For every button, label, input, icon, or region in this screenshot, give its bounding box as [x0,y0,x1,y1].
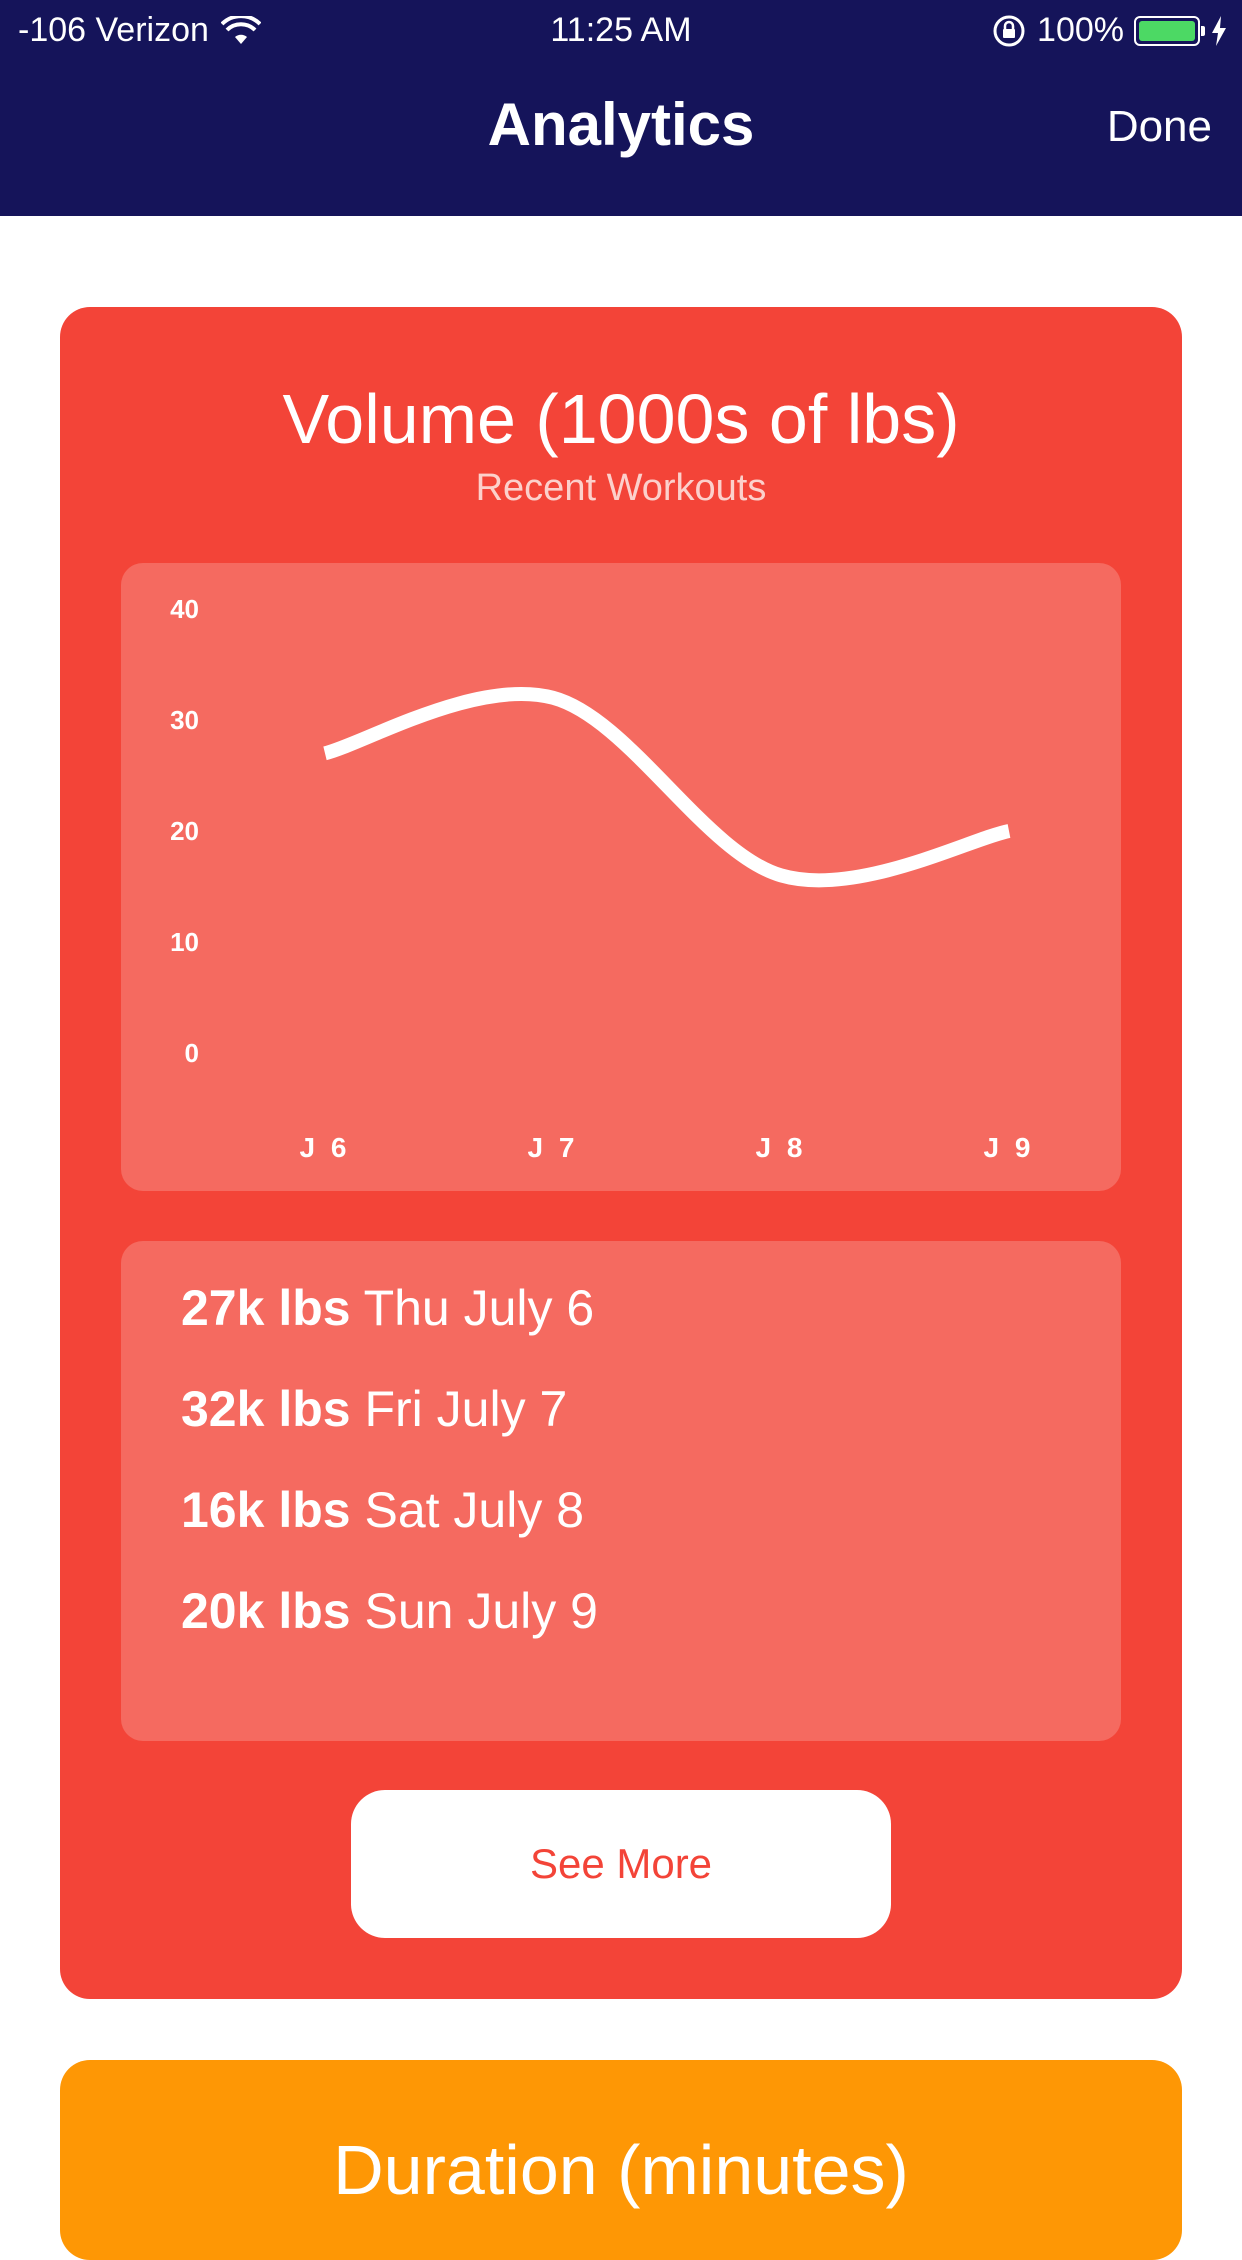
status-bar: -106 Verizon 11:25 AM 100% [0,0,1242,62]
battery-icon [1134,15,1205,46]
series-line [323,686,1011,888]
wifi-icon [220,15,261,44]
x-tick-label: J 8 [756,1132,807,1163]
entry-amount: 20k lbs [181,1583,351,1639]
y-tick-label: 30 [170,705,199,735]
entry-date: Sat July 8 [364,1482,585,1538]
y-tick-label: 10 [170,927,199,957]
done-button[interactable]: Done [1106,102,1212,151]
list-item: 20k lbs Sun July 9 [181,1582,598,1640]
y-tick-label: 0 [185,1038,199,1068]
x-tick-label: J 6 [300,1132,351,1163]
y-tick-label: 40 [170,594,199,624]
entry-amount: 32k lbs [181,1381,351,1437]
x-tick-label: J 7 [528,1132,579,1163]
list-item: 32k lbs Fri July 7 [181,1380,567,1438]
navigation-bar: Analytics Done [0,62,1242,216]
charging-bolt-icon [1212,15,1226,46]
volume-card: Volume (1000s of lbs) Recent Workouts 0 1… [60,307,1182,1999]
entry-amount: 27k lbs [181,1280,351,1336]
volume-chart: 0 10 20 30 40 J 6 J 7 J 8 J 9 [121,563,1121,1191]
clock: 11:25 AM [550,11,692,49]
duration-card-title: Duration (minutes) [333,2131,909,2209]
carrier-signal: -106 Verizon [18,11,261,50]
x-tick-label: J 9 [984,1132,1035,1163]
page-title: Analytics [487,91,755,158]
volume-card-title: Volume (1000s of lbs) [282,380,960,458]
y-tick-label: 20 [170,816,199,846]
list-item: 16k lbs Sat July 8 [181,1481,584,1539]
entry-date: Fri July 7 [364,1381,568,1437]
volume-chart-svg: 0 10 20 30 40 J 6 J 7 J 8 J 9 [170,594,1035,1163]
status-right: 100% [991,11,1228,50]
carrier-label: -106 Verizon [18,11,209,49]
battery-percent: 100% [1037,11,1124,49]
see-more-button[interactable]: See More [351,1790,891,1938]
volume-card-subtitle: Recent Workouts [475,467,767,509]
orientation-lock-icon [993,15,1025,46]
entry-date: Thu July 6 [363,1280,595,1336]
duration-card: Duration (minutes) [60,2060,1182,2260]
list-item: 27k lbs Thu July 6 [181,1279,594,1337]
entry-amount: 16k lbs [181,1482,351,1538]
volume-entries-list: 27k lbs Thu July 6 32k lbs Fri July 7 16… [121,1241,1121,1741]
entry-date: Sun July 9 [364,1583,598,1639]
